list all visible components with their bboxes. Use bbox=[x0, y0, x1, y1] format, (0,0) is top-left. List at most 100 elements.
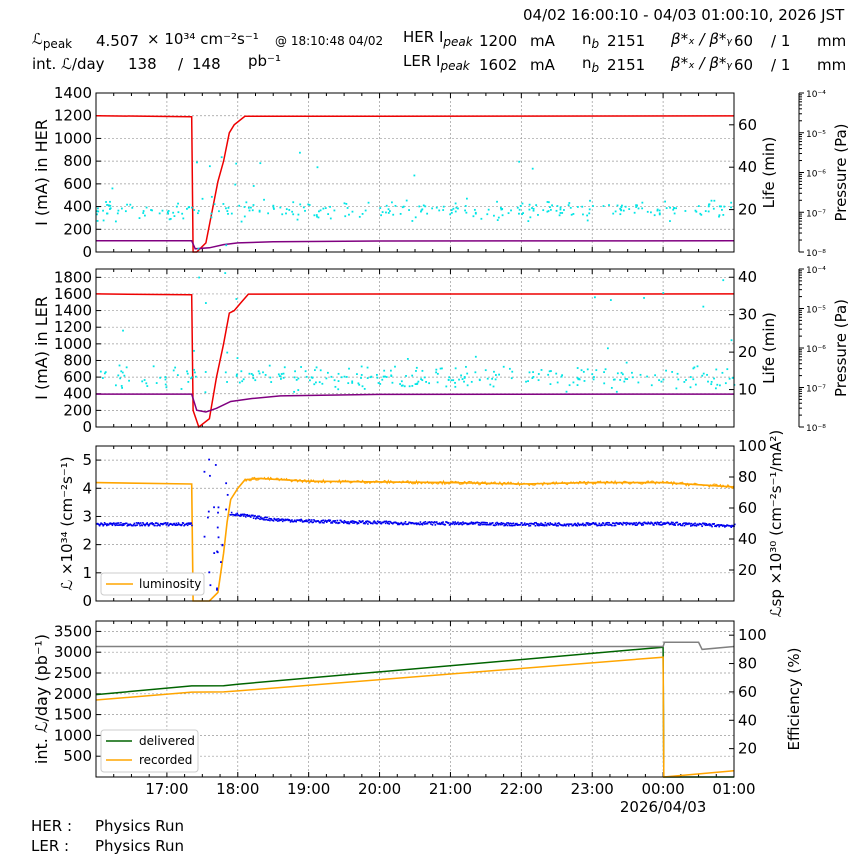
spec-lumi-point bbox=[248, 514, 251, 517]
pressure-point bbox=[357, 382, 360, 385]
pressure-point bbox=[384, 375, 387, 378]
spec-lumi-point bbox=[156, 524, 158, 527]
pressure-point bbox=[399, 212, 402, 215]
spec-lumi-point bbox=[268, 517, 271, 520]
spec-lumi-point bbox=[186, 524, 189, 527]
spec-lumi-point bbox=[415, 522, 417, 524]
pressure-point bbox=[507, 212, 510, 215]
spec-lumi-point bbox=[257, 515, 259, 518]
spec-lumi-point bbox=[482, 521, 484, 524]
lpeak-value: 4.507 bbox=[96, 32, 139, 50]
spec-lumi-point bbox=[458, 523, 461, 525]
spec-lumi-point bbox=[240, 514, 243, 517]
spec-lumi-point bbox=[441, 523, 444, 525]
pressure-point bbox=[547, 373, 550, 376]
y-tick-label: 1400 bbox=[54, 302, 92, 320]
pressure-point bbox=[197, 247, 200, 250]
spec-lumi-point bbox=[457, 521, 459, 524]
y2-tick-label: 40 bbox=[738, 711, 757, 729]
y-tick-label: 3 bbox=[82, 507, 92, 525]
spec-lumi-point bbox=[574, 522, 576, 525]
spec-lumi-point bbox=[557, 524, 559, 527]
pressure-point bbox=[313, 214, 316, 217]
spec-lumi-point bbox=[252, 517, 255, 520]
pressure-point bbox=[293, 376, 296, 379]
pressure-point bbox=[117, 374, 120, 377]
y-tick-label: 1 bbox=[82, 564, 92, 582]
efficiency-line bbox=[96, 641, 735, 651]
pressure-point bbox=[528, 203, 531, 206]
pressure-point bbox=[480, 217, 483, 220]
spec-lumi-point bbox=[681, 524, 684, 527]
pressure-point bbox=[366, 377, 369, 379]
spec-lumi-point bbox=[110, 522, 113, 525]
pressure-point bbox=[560, 375, 563, 378]
spec-lumi-point bbox=[619, 522, 622, 524]
spec-lumi-point bbox=[496, 521, 498, 524]
y2-tick-label: 100 bbox=[738, 437, 767, 455]
pressure-point bbox=[222, 203, 225, 205]
lumi-panel bbox=[95, 445, 736, 602]
spec-lumi-point bbox=[671, 523, 674, 526]
spec-lumi-point bbox=[614, 524, 617, 527]
pressure-point bbox=[707, 205, 710, 208]
spec-lumi-point bbox=[544, 521, 547, 524]
pressure-point bbox=[569, 206, 572, 209]
pressure-point bbox=[547, 201, 550, 204]
pressure-point bbox=[358, 383, 361, 386]
spec-lumi-point bbox=[486, 522, 488, 524]
pressure-point bbox=[464, 209, 466, 212]
pressure-point bbox=[159, 376, 162, 379]
spec-lumi-point bbox=[587, 524, 590, 526]
spec-lumi-point bbox=[689, 523, 691, 525]
y-tick-label: 600 bbox=[63, 175, 92, 193]
pressure-point bbox=[285, 212, 287, 215]
spec-lumi-point bbox=[116, 522, 119, 524]
spec-lumi-point bbox=[216, 588, 218, 591]
pressure-point bbox=[592, 205, 594, 207]
spec-lumi-point bbox=[711, 525, 713, 528]
pressure-point bbox=[662, 292, 665, 294]
pressure-point bbox=[547, 210, 550, 212]
pressure-point bbox=[109, 208, 111, 210]
x-tick-label: 20:00 bbox=[358, 780, 401, 798]
pressure-point bbox=[402, 205, 405, 208]
pressure-point bbox=[465, 365, 467, 368]
pressure-point bbox=[226, 381, 228, 383]
pressure-point bbox=[327, 213, 330, 215]
y2-tick-label: 80 bbox=[738, 655, 757, 673]
pressure-axis-label: Pressure (Pa) bbox=[832, 299, 850, 397]
x-tick-label: 17:00 bbox=[145, 780, 188, 798]
y2-tick-label: 30 bbox=[738, 306, 757, 324]
pressure-point bbox=[400, 380, 403, 383]
pressure-point bbox=[292, 201, 295, 204]
pressure-point bbox=[442, 205, 445, 208]
spec-lumi-point bbox=[407, 522, 410, 525]
spec-lumi-point bbox=[506, 524, 509, 527]
pressure-point bbox=[391, 201, 393, 204]
spec-lumi-point bbox=[586, 523, 588, 525]
spec-lumi-point bbox=[226, 493, 229, 496]
pressure-point bbox=[604, 368, 607, 371]
pressure-point bbox=[283, 366, 286, 369]
y2-tick-label: 60 bbox=[738, 499, 757, 517]
pressure-point bbox=[718, 205, 721, 208]
pressure-point bbox=[326, 371, 329, 374]
spec-lumi-point bbox=[364, 520, 367, 523]
spec-lumi-point bbox=[536, 524, 539, 527]
spec-lumi-point bbox=[702, 522, 705, 525]
y2-tick-label: 40 bbox=[738, 268, 757, 286]
pressure-point bbox=[204, 371, 207, 373]
pressure-point bbox=[602, 205, 605, 207]
pressure-point bbox=[224, 371, 227, 374]
pressure-point bbox=[646, 375, 648, 378]
spec-lumi-point bbox=[298, 519, 301, 521]
pressure-point bbox=[423, 376, 426, 379]
pressure-point bbox=[180, 388, 183, 390]
pressure-point bbox=[713, 377, 715, 380]
spec-lumi-point bbox=[133, 522, 136, 525]
pressure-point bbox=[418, 205, 421, 208]
spec-lumi-point bbox=[472, 521, 475, 524]
pressure-point bbox=[612, 378, 615, 381]
spec-lumi-point bbox=[734, 523, 736, 526]
